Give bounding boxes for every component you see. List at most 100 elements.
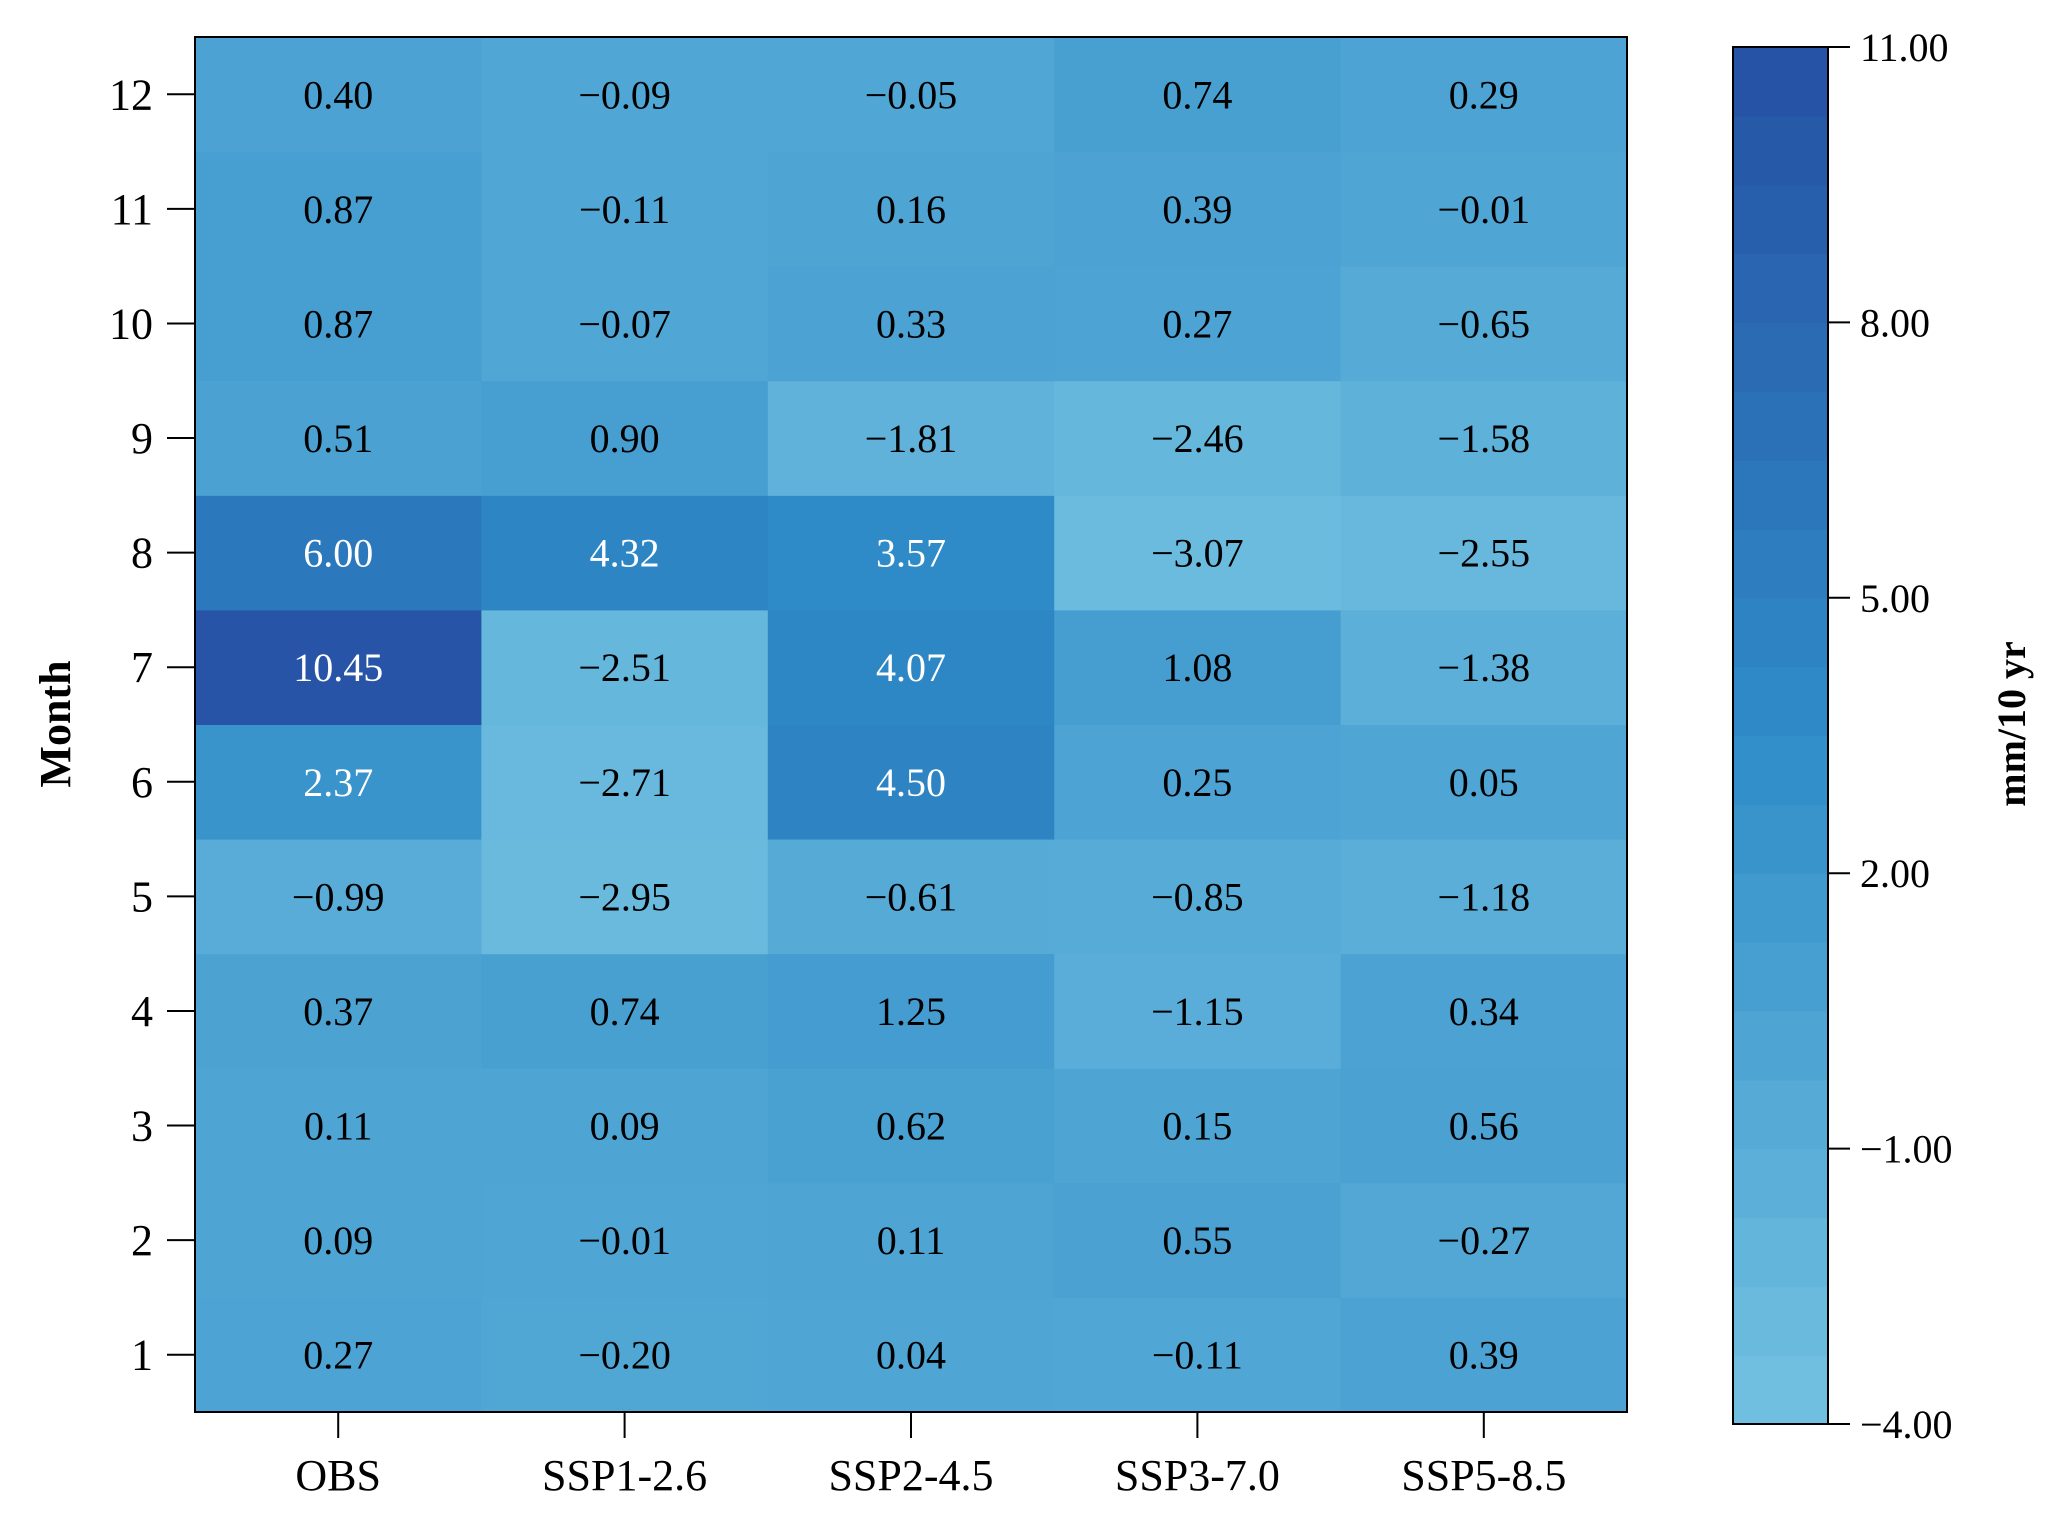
heatmap-cell [767,1297,1055,1413]
colorbar-tick-label: 11.00 [1860,25,1949,70]
heatmap-cell [195,495,482,611]
colorbar-segment [1733,666,1828,737]
cell-value-label: −2.71 [578,760,671,805]
heatmap-cell [195,37,482,153]
cell-value-label: −0.01 [578,1218,671,1263]
cell-value-label: 0.37 [303,989,373,1034]
colorbar-segment [1733,322,1828,392]
heatmap-cell [195,380,482,496]
heatmap-cell [1054,609,1342,725]
colorbar-segment [1733,597,1828,668]
heatmap-cell [195,1068,482,1184]
colorbar-segment [1733,1079,1828,1150]
y-tick-label: 1 [131,1331,153,1380]
y-tick-label: 9 [131,414,153,463]
colorbar: −4.00 −1.00 2.00 5.00 8.00 11.00 [1732,25,1953,1447]
cell-value-label: 0.05 [1449,760,1519,805]
heatmap-cell [481,609,769,725]
colorbar-segment [1733,1355,1828,1425]
heatmap-cell [1054,37,1342,153]
x-tick-label: SSP1-2.6 [542,1451,707,1500]
cell-value-label: 0.09 [590,1104,660,1149]
heatmap-cell [767,839,1055,955]
cell-value-label: 0.56 [1449,1104,1519,1149]
heatmap-cell [195,953,482,1069]
colorbar-segment [1733,942,1828,1012]
heatmap-cell [481,151,769,267]
cell-value-label: 0.29 [1449,72,1519,117]
colorbar-segment [1733,735,1828,805]
heatmap-cell [481,37,769,153]
heatmap-cell [1054,724,1342,840]
colorbar-segment [1733,1148,1828,1219]
x-tick-label: SSP2-4.5 [828,1451,993,1500]
cell-value-label: 0.87 [303,187,373,232]
colorbar-segment [1733,184,1828,255]
cell-value-label: 0.16 [876,187,946,232]
cell-value-label: −1.38 [1438,645,1531,690]
heatmap-cell [1340,953,1628,1069]
cell-value-label: −0.09 [578,72,671,117]
heatmap-cell [1054,495,1342,611]
heatmap-cell [481,266,769,382]
cell-value-label: 0.74 [590,989,660,1034]
cell-value-label: −1.58 [1438,416,1531,461]
heatmap-cell [195,724,482,840]
heatmap-cell [767,380,1055,496]
cell-value-label: −0.11 [579,187,670,232]
cell-value-label: 0.40 [303,72,373,117]
heatmap-cell [1054,151,1342,267]
heatmap-cells: 0.27 −0.20 0.04 −0.11 0.39 0.09 −0.01 0.11 0.55 −… [195,37,1628,1413]
cell-value-label: 0.27 [1162,301,1232,346]
heatmap-cell [481,953,769,1069]
colorbar-segment [1733,804,1828,874]
heatmap-cell [1054,266,1342,382]
cell-value-label: −2.46 [1151,416,1244,461]
heatmap-cell [1054,1297,1342,1413]
cell-value-label: 0.09 [303,1218,373,1263]
heatmap-cell [1340,609,1628,725]
colorbar-frame [1732,46,1829,1425]
y-tick-label: 11 [111,185,153,234]
cell-value-label: −0.11 [1152,1333,1243,1378]
heatmap-cell [1340,1182,1628,1298]
colorbar-segment [1733,1286,1828,1356]
heatmap-cell [1340,495,1628,611]
heatmap-cell [1340,380,1628,496]
heatmap-cell [767,609,1055,725]
heatmap-cell [767,724,1055,840]
colorbar-segment [1733,47,1828,117]
cell-value-label: −2.95 [578,874,671,919]
heatmap-cell [481,839,769,955]
cell-value-label: −0.05 [865,72,958,117]
colorbar-segment [1733,528,1828,599]
heatmap-cell [767,1068,1055,1184]
cell-value-label: 0.27 [303,1333,373,1378]
cell-value-label: 0.25 [1162,760,1232,805]
colorbar-segment [1733,1217,1828,1287]
cell-value-label: −0.99 [292,874,385,919]
heatmap-cell [1340,724,1628,840]
heatmap-cell [481,724,769,840]
cell-value-label: 2.37 [303,760,373,805]
colorbar-segment [1733,391,1828,461]
y-tick-label: 5 [131,872,153,921]
cell-value-label: 10.45 [293,645,383,690]
heatmap-cell [1340,1068,1628,1184]
colorbar-tick-label: −4.00 [1860,1402,1953,1447]
heatmap-cell [1340,151,1628,267]
colorbar-segment [1733,460,1828,530]
cell-value-label: −2.55 [1438,531,1531,576]
cell-value-label: 4.07 [876,645,946,690]
x-tick-label: SSP5-8.5 [1401,1451,1566,1500]
cell-value-label: 0.04 [876,1333,946,1378]
y-tick-label: 10 [109,299,153,348]
cell-value-label: 0.74 [1162,72,1232,117]
colorbar-tick-label: 5.00 [1860,576,1930,621]
cell-value-label: 0.62 [876,1104,946,1149]
colorbar-segment [1733,115,1828,186]
x-axis: OBS SSP1-2.6 SSP2-4.5 SSP3-7.0 SSP5-8.5 [295,1412,1566,1500]
heatmap-cell [195,1182,482,1298]
y-axis-title: Month [31,660,80,787]
heatmap-cell [195,151,482,267]
